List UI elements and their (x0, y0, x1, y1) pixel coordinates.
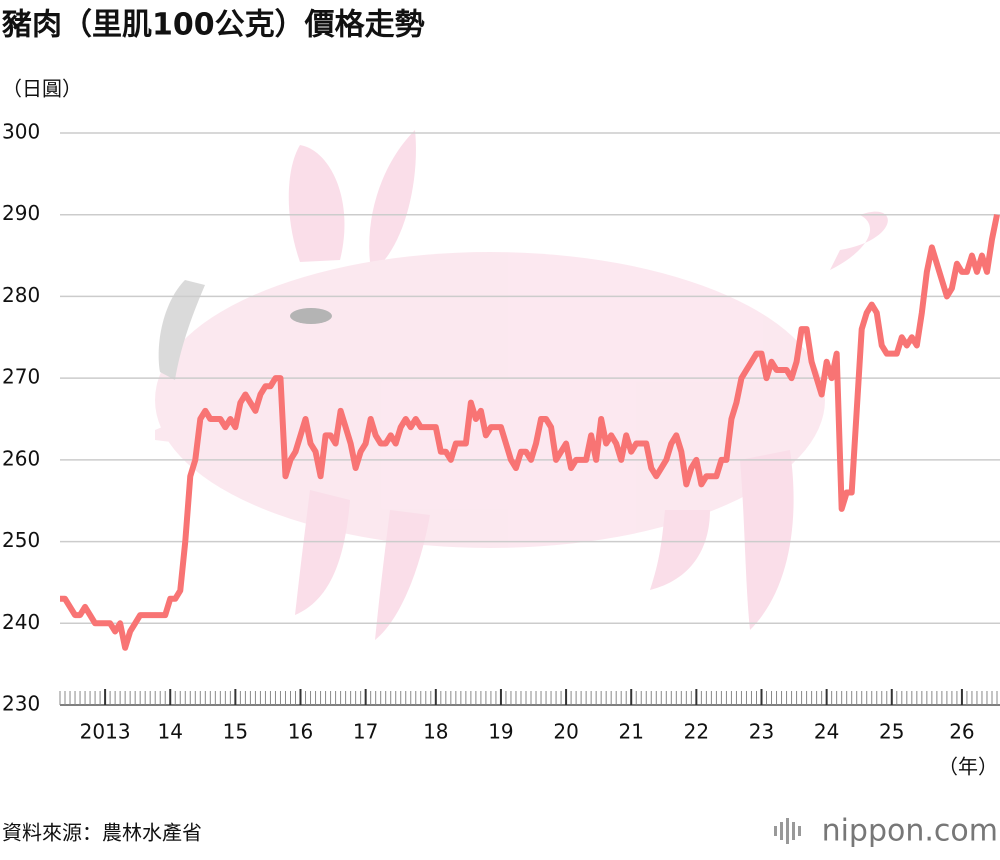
y-unit: （日圓） (2, 77, 82, 101)
y-tick-label: 260 (2, 446, 40, 470)
x-tick-label: 2013 (80, 720, 131, 744)
x-tick-label: 18 (423, 720, 448, 744)
chart-title: 豬肉（里肌100公克）價格走勢 (2, 8, 425, 43)
y-tick-label: 270 (2, 365, 40, 389)
x-tick-label: 22 (684, 720, 709, 744)
y-tick-label: 230 (2, 692, 40, 716)
x-tick-label: 21 (618, 720, 643, 744)
x-tick-label: 23 (749, 720, 774, 744)
source: 資料來源：農林水產省 (2, 821, 202, 845)
x-tick-label: 19 (488, 720, 513, 744)
x-tick-label: 26 (949, 720, 974, 744)
y-tick-label: 240 (2, 610, 40, 634)
x-tick-label: 17 (353, 720, 378, 744)
x-tick-label: 20 (553, 720, 578, 744)
x-tick-label: 16 (288, 720, 313, 744)
logo-mark (774, 818, 801, 844)
data-line (60, 214, 1000, 651)
x-tick-label: 15 (223, 720, 248, 744)
x-tick-label: 25 (879, 720, 904, 744)
x-tick-label: 14 (158, 720, 183, 744)
y-tick-label: 290 (2, 201, 40, 225)
x-tick-label: 24 (814, 720, 839, 744)
y-tick-label: 250 (2, 528, 40, 552)
y-tick-label: 280 (2, 283, 40, 307)
x-unit: （年） (938, 755, 998, 779)
brand-logo: nippon.com (822, 814, 998, 849)
y-tick-label: 300 (2, 120, 40, 144)
